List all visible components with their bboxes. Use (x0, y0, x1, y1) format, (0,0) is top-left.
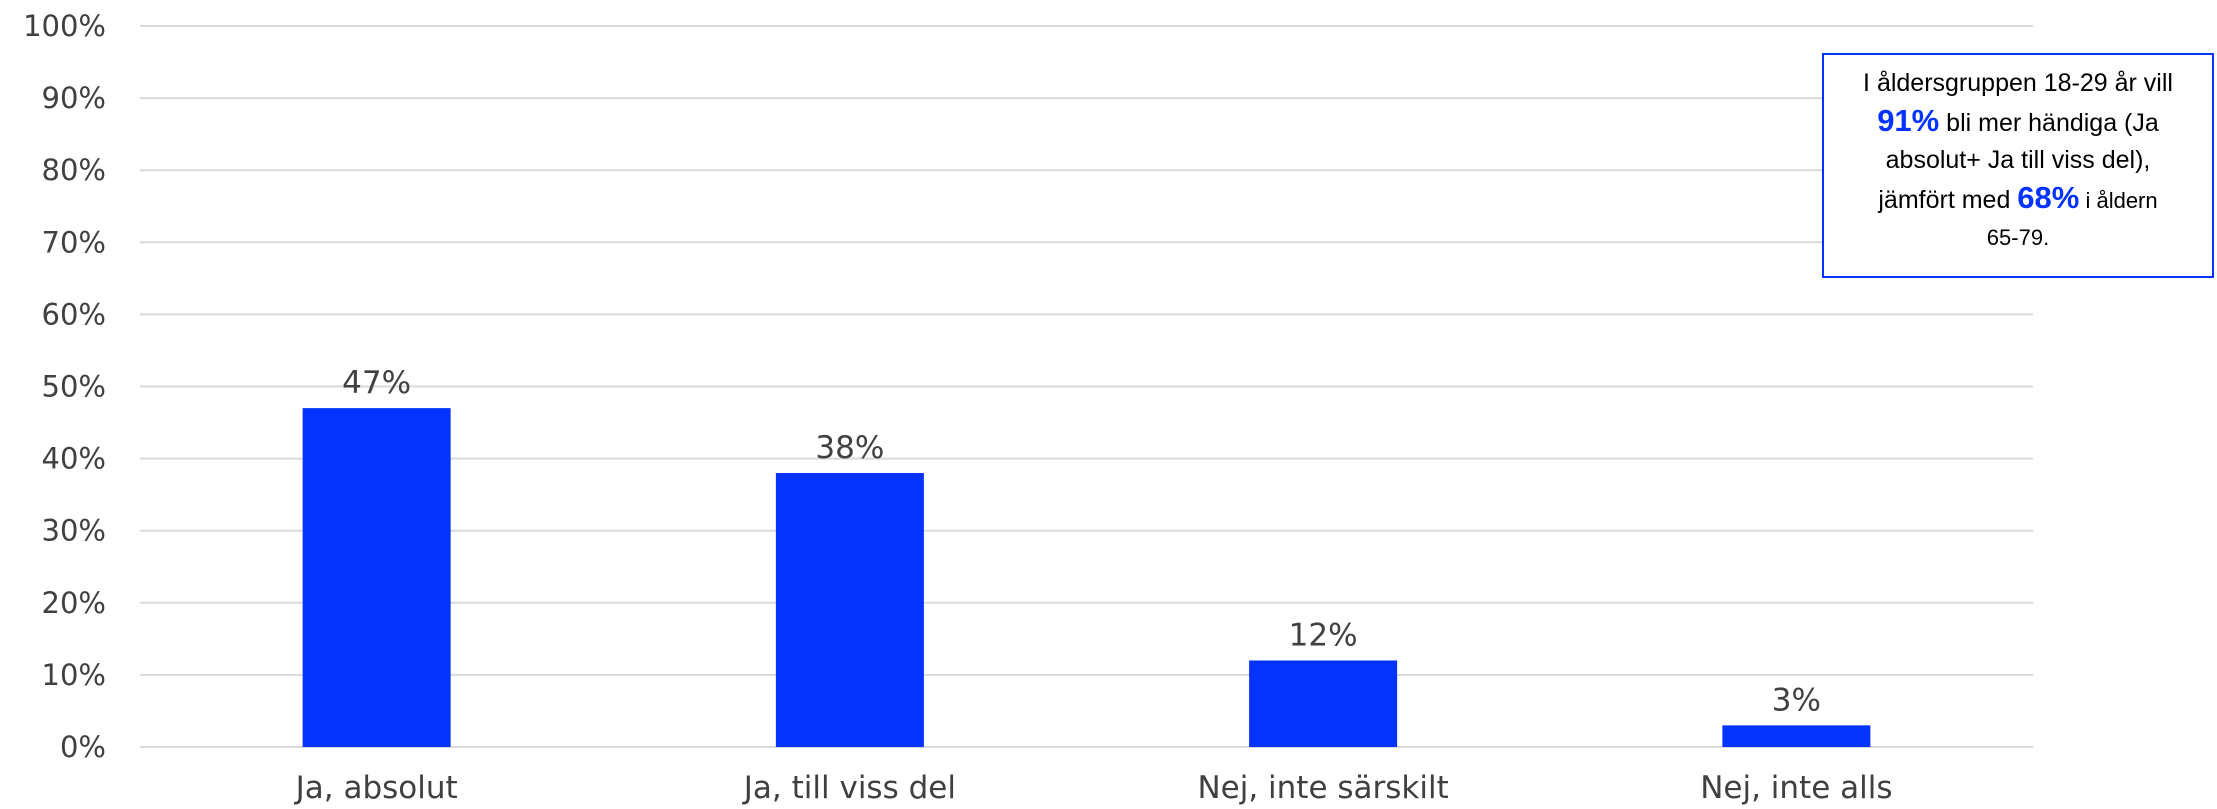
y-tick-label: 0% (60, 730, 106, 764)
x-tick-label: Nej, inte särskilt (1197, 770, 1448, 806)
callout-line-4: jämfört med 68% i åldern (1832, 179, 2204, 219)
y-tick-label: 90% (42, 81, 106, 115)
data-label: 38% (815, 430, 884, 466)
x-axis-tick-labels: Ja, absolut Ja, till viss del Nej, inte sä… (294, 770, 1893, 806)
callout-text-4b: i åldern (2079, 188, 2158, 213)
bar (302, 408, 451, 747)
data-label: 12% (1289, 617, 1358, 653)
callout-text-4: jämfört med (1878, 186, 2018, 214)
callout-line-5: 65-79. (1986, 225, 2050, 250)
y-tick-label: 100% (23, 9, 106, 43)
callout-highlight-68: 68% (2017, 180, 2080, 215)
data-labels: 47% 38% 12% 3% (342, 365, 1821, 718)
y-tick-label: 40% (42, 442, 106, 476)
data-label: 47% (342, 365, 411, 401)
callout-line-1: I åldersgruppen 18-29 år vill (1863, 69, 2173, 97)
bar (1249, 660, 1398, 747)
bar (775, 473, 924, 747)
bar (1722, 725, 1871, 747)
x-tick-label: Nej, inte alls (1700, 770, 1892, 806)
bars (302, 408, 1871, 747)
y-tick-label: 50% (42, 370, 106, 404)
callout-line-3: absolut+ Ja till viss del), (1885, 146, 2151, 174)
y-tick-label: 30% (42, 514, 106, 548)
y-tick-label: 10% (42, 658, 106, 692)
callout-text-2: bli mer händiga (Ja (1939, 109, 2159, 137)
annotation-callout: I åldersgruppen 18-29 år vill 91% bli me… (1822, 53, 2214, 278)
y-tick-label: 60% (42, 297, 106, 331)
data-label: 3% (1772, 682, 1821, 718)
y-tick-label: 20% (42, 586, 106, 620)
x-tick-label: Ja, till viss del (742, 770, 956, 806)
y-axis-tick-labels: 0% 10% 20% 30% 40% 50% 60% 70% 80% 90% 100% (23, 9, 106, 764)
callout-line-2: 91% bli mer händiga (Ja (1832, 102, 2204, 142)
y-tick-label: 70% (42, 225, 106, 259)
callout-highlight-91: 91% (1877, 103, 1940, 138)
gridlines (140, 25, 2033, 748)
x-tick-label: Ja, absolut (294, 770, 458, 806)
y-tick-label: 80% (42, 153, 106, 187)
